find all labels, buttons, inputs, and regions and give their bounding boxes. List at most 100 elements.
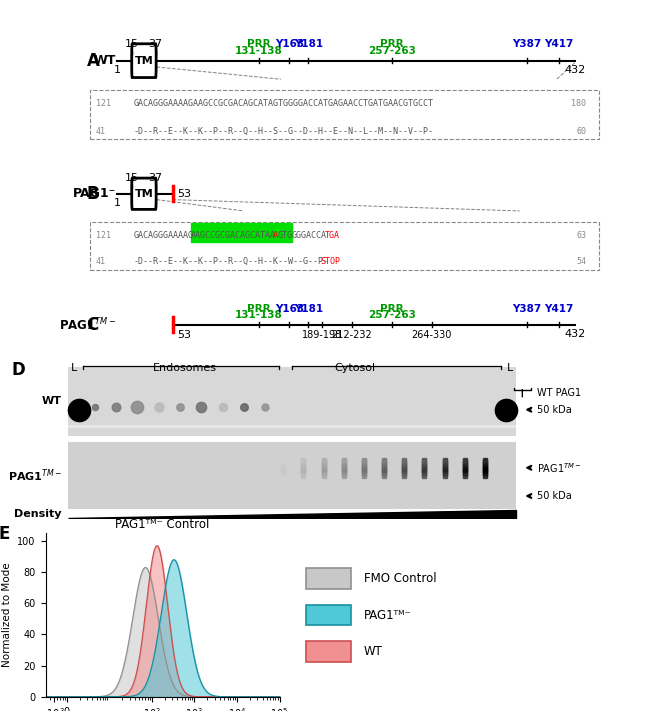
FancyBboxPatch shape [90,222,599,269]
Bar [191,223,272,242]
Text: B: B [86,185,99,203]
Text: PAG1⁻: PAG1⁻ [73,187,116,201]
Text: FMO Control: FMO Control [364,572,437,585]
FancyBboxPatch shape [132,44,156,77]
Text: WT PAG1: WT PAG1 [538,388,581,398]
Text: PRR: PRR [247,304,271,314]
Text: GTG: GTG [278,230,292,240]
Text: -D--R--E--K--K--P--R--Q--H--K--W--G--P-: -D--R--E--K--K--P--R--Q--H--K--W--G--P- [134,257,329,267]
Bar [306,641,351,662]
Text: GACAGGGAAAAG: GACAGGGAAAAG [134,230,194,240]
Text: 121: 121 [96,230,111,240]
Text: GACAGGGAAAAGAAGCCGCGACAGCATAGTGGGGACCATGAGAACCTGATGAACGTGCCT: GACAGGGAAAAGAAGCCGCGACAGCATAGTGGGGACCATG… [134,99,434,108]
Text: WT: WT [364,645,383,658]
Bar [68,426,516,428]
Text: C: C [86,316,99,333]
Text: 180: 180 [571,99,586,108]
Text: 432: 432 [564,329,586,339]
Text: PAG1$^{TM-}$: PAG1$^{TM-}$ [538,461,582,475]
Bar [68,425,516,427]
Bar [68,425,516,427]
Text: PRR: PRR [380,39,404,49]
Text: PAG1$^{TM-}$: PAG1$^{TM-}$ [8,468,62,484]
Text: STOP: STOP [320,257,341,267]
Bar [68,425,516,427]
Text: 121: 121 [96,99,111,108]
Polygon shape [68,510,516,518]
Text: 131-138: 131-138 [235,310,283,320]
Text: D: D [11,360,25,379]
Text: 15: 15 [125,38,139,48]
Text: PRR: PRR [247,39,271,49]
Bar [68,425,516,427]
Text: 264-330: 264-330 [411,330,452,340]
Text: 189-198: 189-198 [302,330,342,340]
Text: Y181: Y181 [294,39,323,49]
Text: PRR: PRR [380,304,404,314]
Bar [68,427,516,429]
Text: 41: 41 [96,257,106,267]
Bar [306,605,351,625]
Text: L: L [71,363,77,373]
Text: TM: TM [135,188,153,199]
Text: WT: WT [42,397,62,407]
Bar [68,426,516,428]
Bar [68,367,516,436]
Text: Y387: Y387 [512,39,541,49]
Text: Y163: Y163 [275,304,304,314]
Text: Y181: Y181 [294,304,323,314]
Bar [68,425,516,427]
Text: Y417: Y417 [544,304,573,314]
Text: 257-263: 257-263 [369,46,416,56]
Text: Y163: Y163 [275,39,304,49]
Text: Density: Density [14,509,62,519]
Text: 15: 15 [125,173,139,183]
Text: 257-263: 257-263 [369,310,416,320]
Bar [68,426,516,428]
Bar [68,442,516,509]
Text: 60: 60 [577,127,586,136]
Text: 432: 432 [564,65,586,75]
Text: A: A [86,52,99,70]
FancyBboxPatch shape [90,90,599,139]
Text: PAG1$^{TM-}$: PAG1$^{TM-}$ [59,316,116,333]
Text: 1: 1 [114,198,121,208]
Bar [68,427,516,428]
Text: 1: 1 [114,65,121,75]
Title: PAG1ᵀᴹ⁻ Control: PAG1ᵀᴹ⁻ Control [115,518,210,530]
Bar [306,568,351,589]
FancyBboxPatch shape [132,178,156,210]
Text: 41: 41 [96,127,106,136]
Text: -D--R--E--K--K--P--R--Q--H--S--G--D--H--E--N--L--M--N--V--P-: -D--R--E--K--K--P--R--Q--H--S--G--D--H--… [134,127,434,136]
Bar [278,223,292,242]
Bar [68,427,516,429]
Text: PAG1ᵀᴹ⁻: PAG1ᵀᴹ⁻ [364,609,411,621]
Bar [68,427,516,429]
Bar [68,427,516,429]
Text: 37: 37 [149,38,162,48]
Text: Cytosol: Cytosol [334,363,376,373]
Bar [68,427,516,429]
Text: GGGACCA: GGGACCA [292,230,327,240]
Bar [68,426,516,427]
Text: Endosomes: Endosomes [153,363,216,373]
Text: 63: 63 [577,230,586,240]
Text: AAGCCGCGACAGCATAA: AAGCCGCGACAGCATAA [191,230,276,240]
Y-axis label: Normalized to Mode: Normalized to Mode [2,562,12,668]
Text: 53: 53 [177,329,191,340]
Text: 212-232: 212-232 [332,330,372,340]
Text: TM: TM [135,55,153,65]
Bar [68,427,516,429]
Text: WT: WT [94,54,116,67]
Text: TGA: TGA [325,230,340,240]
Bar [68,426,516,428]
Text: 50 kDa: 50 kDa [538,405,572,415]
Text: 54: 54 [577,257,586,267]
Text: 37: 37 [149,173,162,183]
Bar [68,425,516,427]
Text: 50 kDa: 50 kDa [538,491,572,501]
Bar [68,426,516,428]
Text: L: L [507,363,514,373]
Bar [68,426,516,428]
Text: Y387: Y387 [512,304,541,314]
